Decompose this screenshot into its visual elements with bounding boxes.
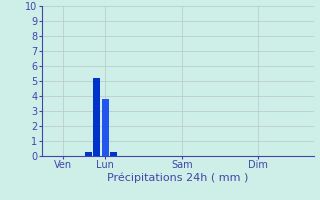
X-axis label: Précipitations 24h ( mm ): Précipitations 24h ( mm ) <box>107 173 248 183</box>
Bar <box>102 99 109 156</box>
Bar <box>93 78 100 156</box>
Bar <box>85 152 92 156</box>
Bar <box>110 152 117 156</box>
